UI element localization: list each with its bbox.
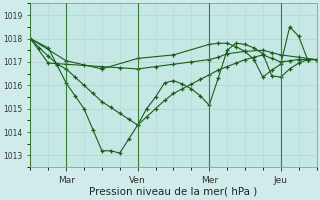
X-axis label: Pression niveau de la mer( hPa ): Pression niveau de la mer( hPa ) (89, 187, 258, 197)
